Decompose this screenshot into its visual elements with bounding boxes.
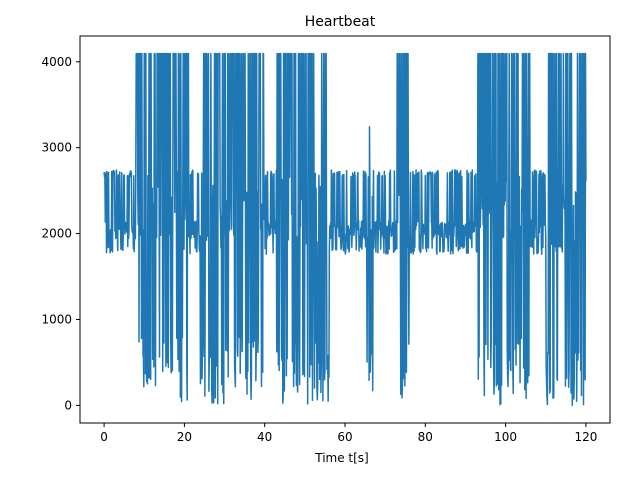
x-tick-label: 0 <box>100 430 108 444</box>
x-tick-label: 40 <box>257 430 272 444</box>
x-axis-label: Time t[s] <box>314 451 369 465</box>
y-tick-label: 3000 <box>41 141 72 155</box>
x-tick-label: 100 <box>494 430 517 444</box>
x-tick-label: 20 <box>177 430 192 444</box>
x-tick-label: 60 <box>337 430 352 444</box>
chart-title: Heartbeat <box>305 14 376 30</box>
series-line-0 <box>103 52 587 407</box>
x-axis: 0 20 40 60 80 100 120 <box>100 423 597 444</box>
y-axis: 0 1000 2000 3000 4000 <box>41 55 80 412</box>
y-tick-label: 1000 <box>41 312 72 326</box>
x-tick-label: 120 <box>574 430 597 444</box>
y-tick-label: 2000 <box>41 227 72 241</box>
y-tick-label: 0 <box>64 398 72 412</box>
y-tick-label: 4000 <box>41 55 72 69</box>
series-group <box>103 52 587 407</box>
x-tick-label: 80 <box>418 430 433 444</box>
